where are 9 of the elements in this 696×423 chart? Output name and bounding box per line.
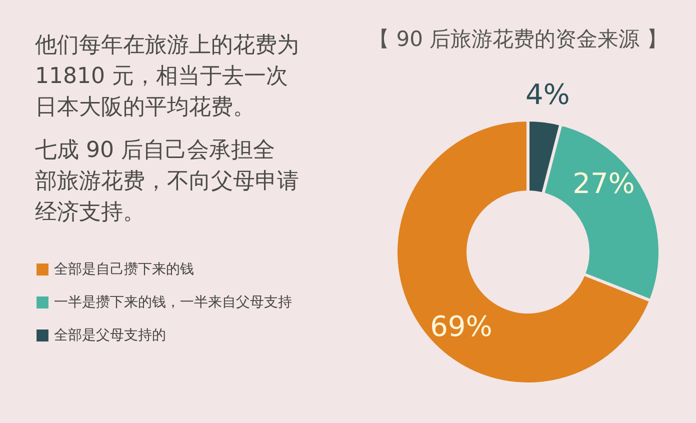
legend-label: 全部是父母支持的 [54, 328, 166, 344]
legend-label: 一半是攒下来的钱，一半来自父母支持 [54, 294, 292, 310]
text: 他们每年在旅游上的花费为11810 元，相当于去一次日本大阪的平均花费。 [35, 33, 299, 120]
data-label: 27% [572, 167, 635, 200]
legend-label: 全部是自己攒下来的钱 [54, 262, 194, 278]
data-label: 4% [525, 78, 570, 112]
chart-title: 【 90 后旅游花费的资金来源 】 [368, 27, 668, 51]
text: 七成 90 后自己会承担全部旅游花费，不向父母申请经济支持。 [35, 138, 299, 225]
data-label: 69% [430, 310, 492, 343]
